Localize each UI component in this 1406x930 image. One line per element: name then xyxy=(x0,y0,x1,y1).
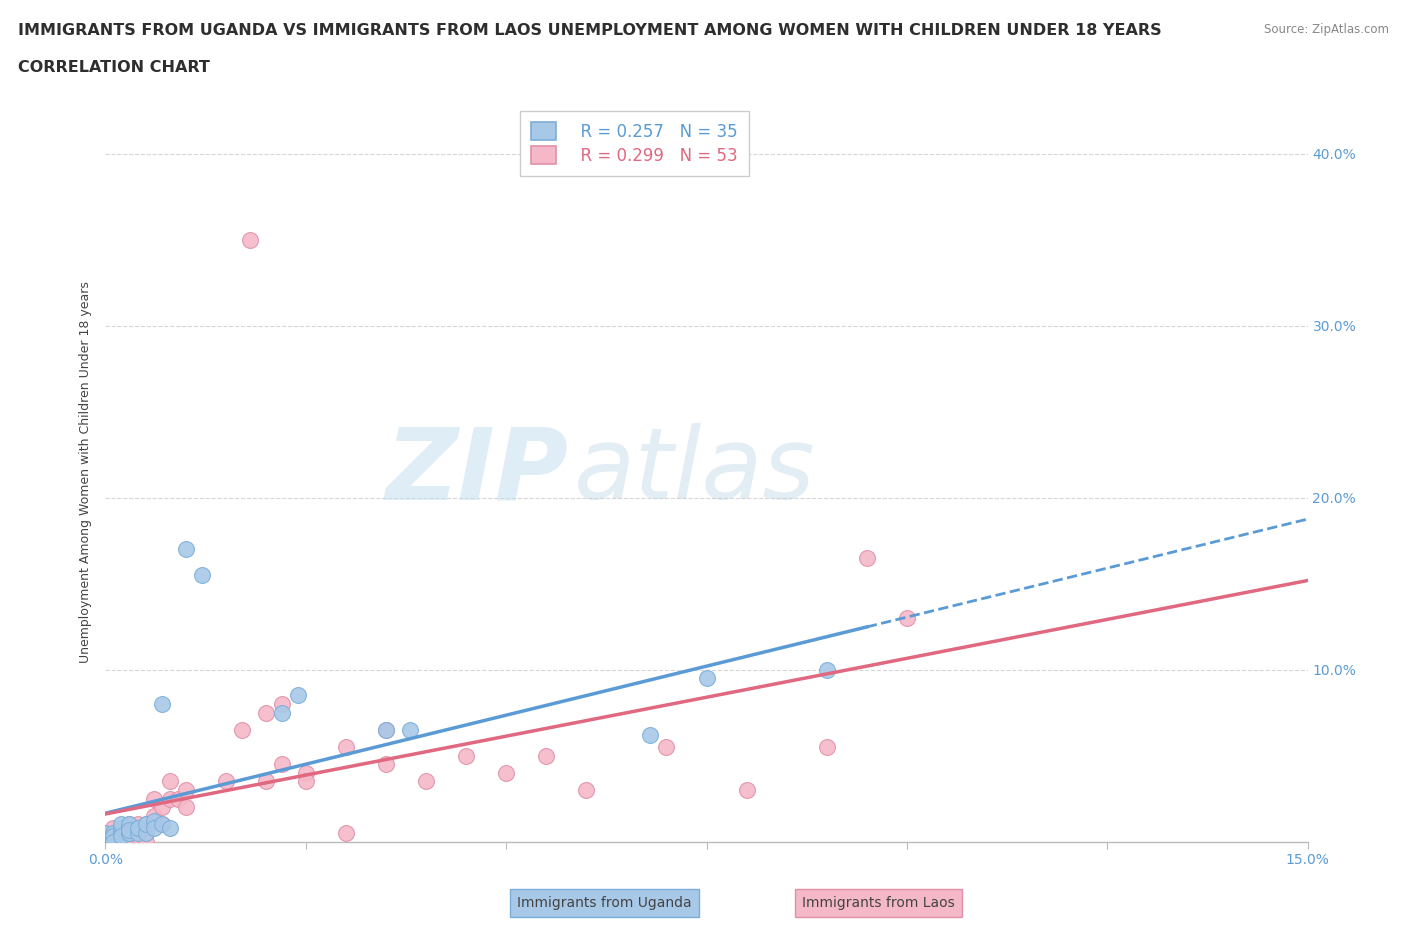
Point xyxy=(118,826,141,841)
Point xyxy=(150,800,173,815)
Point xyxy=(214,774,236,789)
Point xyxy=(103,826,125,841)
Point xyxy=(110,826,132,841)
Point xyxy=(174,783,197,798)
Point xyxy=(159,791,181,806)
Point xyxy=(142,791,165,806)
Point xyxy=(135,817,157,832)
Point xyxy=(103,829,125,844)
Point xyxy=(270,705,292,720)
Point xyxy=(110,826,132,841)
Point xyxy=(295,765,318,780)
Point xyxy=(896,611,918,626)
Point xyxy=(103,834,125,849)
Point xyxy=(855,551,877,565)
Point xyxy=(118,826,141,841)
Point xyxy=(534,749,557,764)
Point xyxy=(150,817,173,832)
Point xyxy=(110,820,132,835)
Point xyxy=(174,542,197,557)
Point xyxy=(118,829,141,844)
Point xyxy=(103,829,125,844)
Point xyxy=(142,814,165,829)
Point xyxy=(135,817,157,832)
Point xyxy=(94,826,117,841)
Point xyxy=(142,808,165,823)
Point xyxy=(159,820,181,835)
Point xyxy=(103,834,125,849)
Point xyxy=(374,723,398,737)
Point xyxy=(110,829,132,844)
Point xyxy=(135,826,157,841)
Point xyxy=(231,723,253,737)
Point xyxy=(110,826,132,841)
Point xyxy=(174,800,197,815)
Text: Immigrants from Laos: Immigrants from Laos xyxy=(803,896,955,910)
Point xyxy=(190,567,212,582)
Point xyxy=(103,834,125,849)
Point xyxy=(110,834,132,849)
Point xyxy=(815,662,838,677)
Point xyxy=(94,826,117,841)
Point xyxy=(495,765,517,780)
Point xyxy=(166,791,188,806)
Point xyxy=(415,774,437,789)
Y-axis label: Unemployment Among Women with Children Under 18 years: Unemployment Among Women with Children U… xyxy=(79,281,93,663)
Point xyxy=(575,783,598,798)
Point xyxy=(118,826,141,841)
Text: ZIP: ZIP xyxy=(385,423,568,521)
Text: IMMIGRANTS FROM UGANDA VS IMMIGRANTS FROM LAOS UNEMPLOYMENT AMONG WOMEN WITH CHI: IMMIGRANTS FROM UGANDA VS IMMIGRANTS FRO… xyxy=(18,23,1161,38)
Point xyxy=(135,826,157,841)
Point xyxy=(103,820,125,835)
Point xyxy=(127,820,149,835)
Point xyxy=(127,817,149,832)
Point xyxy=(118,822,141,837)
Point xyxy=(118,817,141,832)
Text: atlas: atlas xyxy=(574,423,815,521)
Point xyxy=(335,739,357,754)
Point xyxy=(295,774,318,789)
Point xyxy=(640,727,662,742)
Point xyxy=(150,697,173,711)
Point xyxy=(127,826,149,841)
Point xyxy=(374,757,398,772)
Point xyxy=(655,739,678,754)
Point xyxy=(374,723,398,737)
Point xyxy=(399,723,422,737)
Point xyxy=(454,749,477,764)
Text: Immigrants from Uganda: Immigrants from Uganda xyxy=(517,896,692,910)
Point xyxy=(150,817,173,832)
Point xyxy=(735,783,758,798)
Text: Source: ZipAtlas.com: Source: ZipAtlas.com xyxy=(1264,23,1389,36)
Point xyxy=(118,826,141,841)
Point xyxy=(270,697,292,711)
Point xyxy=(94,834,117,849)
Point xyxy=(696,671,718,685)
Point xyxy=(159,774,181,789)
Point xyxy=(127,826,149,841)
Point xyxy=(118,820,141,835)
Point xyxy=(335,826,357,841)
Point xyxy=(103,834,125,849)
Point xyxy=(287,688,309,703)
Point xyxy=(110,817,132,832)
Point xyxy=(110,826,132,841)
Point xyxy=(127,829,149,844)
Legend:   R = 0.257   N = 35,   R = 0.299   N = 53: R = 0.257 N = 35, R = 0.299 N = 53 xyxy=(520,111,749,177)
Point xyxy=(103,826,125,841)
Point xyxy=(142,820,165,835)
Point xyxy=(270,757,292,772)
Point xyxy=(135,834,157,849)
Text: CORRELATION CHART: CORRELATION CHART xyxy=(18,60,209,75)
Point xyxy=(239,232,262,247)
Point xyxy=(815,739,838,754)
Point xyxy=(103,829,125,844)
Point xyxy=(254,705,277,720)
Point xyxy=(118,817,141,832)
Point xyxy=(103,829,125,844)
Point xyxy=(254,774,277,789)
Point xyxy=(110,829,132,844)
